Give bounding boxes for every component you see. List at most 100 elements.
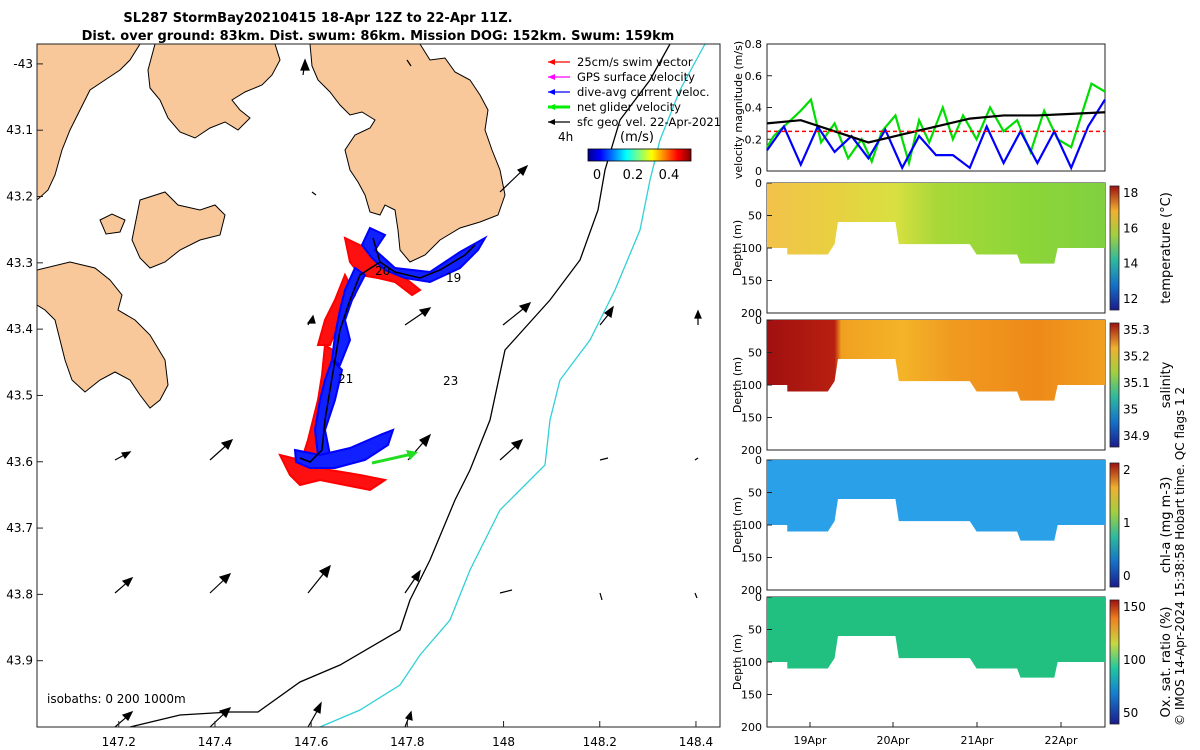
depth-tick-label: 100 xyxy=(741,656,762,669)
map-x-tick-label: 147.8 xyxy=(390,735,424,749)
colorbar-unit-label: (m/s) xyxy=(620,130,654,145)
section-ylabel: Depth (m) xyxy=(731,497,744,553)
map-x-tick-label: 148 xyxy=(492,735,515,749)
day-label-23: 23 xyxy=(443,374,458,388)
velocity-y-tick-label: 0.6 xyxy=(745,70,763,83)
depth-tick-label: 0 xyxy=(755,314,762,327)
sfc-vector-field xyxy=(114,58,702,727)
depth-tick-label: 0 xyxy=(755,177,762,190)
map-y-tick-label: 43.8 xyxy=(6,587,33,601)
isobath-note: isobaths: 0 200 1000m xyxy=(47,692,186,706)
time-tick-label: 22Apr xyxy=(1044,734,1078,747)
legend-label: GPS surface velocity xyxy=(577,70,695,84)
velocity-y-tick-label: 0.8 xyxy=(745,38,763,51)
colorbar-tick-label: 150 xyxy=(1123,600,1146,614)
section-colorbar-label: temperature (°C) xyxy=(1159,192,1174,304)
velocity-panel: velocity magnitude (m/s) 0 0.2 0.4 0.6 0.8 xyxy=(732,38,1106,179)
colorbar-tick-label: 0 xyxy=(593,168,601,183)
day-label-20: 20 xyxy=(375,264,390,278)
colorbar-ticks: 0 0.2 0.4 xyxy=(593,168,679,183)
velocity-y-tick-label: 0 xyxy=(755,165,762,178)
section-field xyxy=(767,597,1105,678)
velocity-series-2 xyxy=(766,111,1106,144)
section-ylabel: Depth (m) xyxy=(731,357,744,413)
velocity-y-axis: 0 0.2 0.4 0.6 0.8 xyxy=(745,38,772,178)
velocity-series-1 xyxy=(766,98,1106,171)
colorbar-tick-label: 14 xyxy=(1123,257,1138,271)
section-colorbar xyxy=(1109,185,1120,311)
colorbar-tick-label: 0 xyxy=(1123,569,1131,583)
map-y-tick-label: 43.1 xyxy=(6,123,33,137)
section-panel-3: Depth (m) 0 50 100 150 200 50 100 150 Ox. sat. ra… xyxy=(731,591,1174,734)
section-colorbar xyxy=(1109,462,1120,588)
depth-tick-label: 150 xyxy=(741,412,762,425)
depth-tick-label: 50 xyxy=(748,624,762,637)
map-y-tick-label: 43.7 xyxy=(6,521,33,535)
map-y-tick-label: -43 xyxy=(13,57,33,71)
section-panel-0: Depth (m) 0 50 100 150 200 12 14 16 18 temperature… xyxy=(731,177,1174,320)
depth-tick-label: 200 xyxy=(741,307,762,320)
time-tick-label: 20Apr xyxy=(876,734,910,747)
depth-tick-label: 50 xyxy=(748,347,762,360)
depth-tick-label: 50 xyxy=(748,210,762,223)
colorbar-tick-label: 0.2 xyxy=(623,168,644,183)
map-y-tick-label: 43.3 xyxy=(6,256,33,270)
map-x-axis: 147.2 147.4 147.6 147.8 148 148.2 148.4 xyxy=(102,721,713,749)
section-field xyxy=(767,183,1105,264)
depth-tick-label: 200 xyxy=(741,444,762,457)
map-x-tick-label: 148.4 xyxy=(679,735,713,749)
map-y-tick-label: 43.2 xyxy=(6,190,33,204)
map-y-tick-label: 43.5 xyxy=(6,388,33,402)
legend-label: net glider velocity xyxy=(577,100,681,114)
figure-title-line1: SL287 StormBay20210415 18-Apr 12Z to 22-… xyxy=(123,11,512,26)
day-label-21: 21 xyxy=(338,372,353,386)
colorbar-tick-label: 2 xyxy=(1123,463,1131,477)
section-field xyxy=(767,320,1105,401)
legend-label: 25cm/s swim vector xyxy=(577,55,693,69)
land-south-arm xyxy=(131,191,226,269)
current-vectors-blue xyxy=(360,226,488,284)
velocity-y-tick-label: 0.2 xyxy=(745,133,763,146)
colorbar-tick-label: 1 xyxy=(1123,516,1131,530)
map-x-tick-label: 147.6 xyxy=(294,735,328,749)
legend-label: dive-avg current veloc. xyxy=(577,85,710,99)
depth-tick-label: 100 xyxy=(741,519,762,532)
velocity-series xyxy=(766,82,1106,171)
vector-scale-note: 4h xyxy=(558,130,573,144)
map-panel: 20 19 21 23 isobaths: 0 200 1000m 147.2 1… xyxy=(6,43,721,749)
land-bruny-island xyxy=(37,261,169,409)
day-label-19: 19 xyxy=(446,271,461,285)
depth-tick-label: 200 xyxy=(741,721,762,734)
colorbar-tick-label: 35.3 xyxy=(1123,323,1150,337)
land-forestier-peninsula xyxy=(147,44,281,139)
colorbar-tick-label: 100 xyxy=(1123,653,1146,667)
isobath-1000m xyxy=(319,44,706,727)
colorbar-tick-label: 18 xyxy=(1123,186,1138,200)
map-y-axis: -43 43.1 43.2 43.3 43.4 43.5 43.6 43.7 43.8 43.9 xyxy=(6,57,43,668)
map-y-tick-label: 43.4 xyxy=(6,322,33,336)
depth-tick-label: 0 xyxy=(755,454,762,467)
net-velocity-arrow xyxy=(371,452,413,465)
legend-arrowhead xyxy=(548,119,555,125)
colorbar-tick-label: 16 xyxy=(1123,221,1138,235)
section-panel-2: Depth (m) 0 50 100 150 200 0 1 2 chl-a (mg m-3) xyxy=(731,454,1174,597)
map-y-tick-label: 43.6 xyxy=(6,455,33,469)
section-colorbar-label: Ox. sat. ratio (%) xyxy=(1159,607,1174,718)
depth-tick-label: 200 xyxy=(741,584,762,597)
depth-tick-label: 150 xyxy=(741,552,762,565)
depth-tick-label: 0 xyxy=(755,591,762,604)
map-content: 20 19 21 23 isobaths: 0 200 1000m xyxy=(37,44,706,727)
glider-track xyxy=(278,226,488,492)
colorbar-tick-label: 35 xyxy=(1123,403,1138,417)
legend-arrowhead xyxy=(548,104,555,110)
section-ylabel: Depth (m) xyxy=(731,634,744,690)
credit-text: © IMOS 14-Apr-2024 15:38:58 Hobart time.… xyxy=(1173,387,1187,726)
map-y-tick-label: 43.9 xyxy=(6,654,33,668)
figure-title-line2: Dist. over ground: 83km. Dist. swum: 86k… xyxy=(82,29,675,44)
velocity-y-tick-label: 0.4 xyxy=(745,102,763,115)
map-x-tick-label: 147.2 xyxy=(102,735,136,749)
colorbar-tick-label: 34.9 xyxy=(1123,429,1150,443)
